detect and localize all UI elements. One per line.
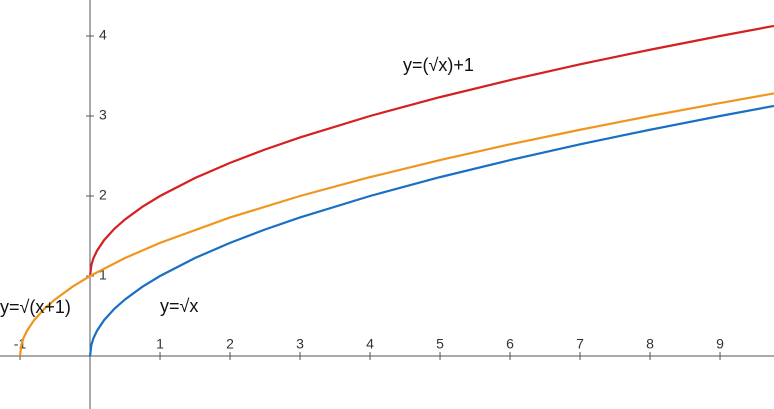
series-label: y=(√x)+1 (403, 55, 474, 75)
x-tick-label: 1 (156, 336, 164, 352)
x-tick-label: 4 (366, 336, 374, 352)
x-tick-label: 8 (646, 336, 654, 352)
series-label: y=√x (160, 296, 198, 316)
x-tick-label: 3 (296, 336, 304, 352)
x-tick-label: 6 (506, 336, 514, 352)
x-tick-label: 9 (716, 336, 724, 352)
curve (18, 92, 774, 357)
curve (88, 24, 774, 277)
y-tick-label: 3 (99, 107, 107, 123)
x-tick-label: 7 (576, 336, 584, 352)
series-label: y=√(x+1) (0, 297, 71, 317)
x-tick-label: 5 (436, 336, 444, 352)
x-tick-label: 2 (226, 336, 234, 352)
y-tick-label: 2 (99, 187, 107, 203)
curve (88, 104, 774, 357)
y-tick-label: 4 (99, 27, 107, 43)
y-tick-label: 1 (99, 267, 107, 283)
